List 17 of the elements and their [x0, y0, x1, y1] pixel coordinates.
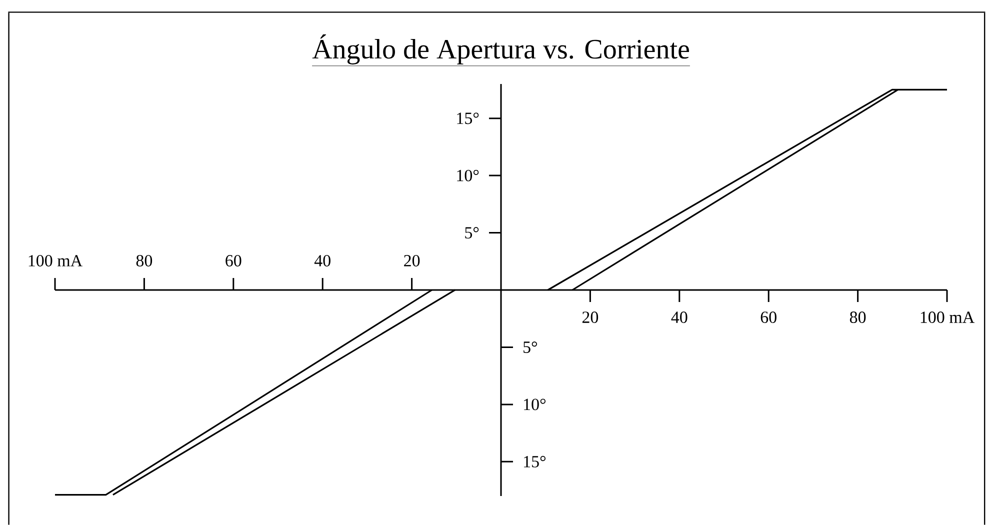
x2-tick-label: 20	[404, 254, 420, 266]
x-tick-label: 40	[671, 312, 688, 324]
y-tick-label: 5°	[465, 227, 479, 239]
y2-tick-label: 5°	[524, 341, 538, 353]
x2-tick-label: 40	[314, 254, 330, 266]
x-tick-label: 60	[760, 312, 776, 324]
y-tick-label: 10°	[457, 170, 479, 182]
x2-tick-label: 60	[226, 254, 242, 266]
x-tick-label: 80	[850, 312, 866, 324]
y2-tick-label: 15°	[524, 456, 546, 468]
y-tick-label: 15°	[457, 112, 479, 124]
x2-tick-label: 100 mA	[28, 254, 83, 266]
y2-tick-label: 10°	[524, 398, 546, 410]
chart-title: Ángulo de Apertura vs. Corriente	[312, 34, 689, 64]
x-tick-label: 100 mA	[920, 312, 975, 324]
x-tick-label: 20	[582, 312, 598, 324]
x2-tick-label: 80	[136, 254, 152, 266]
